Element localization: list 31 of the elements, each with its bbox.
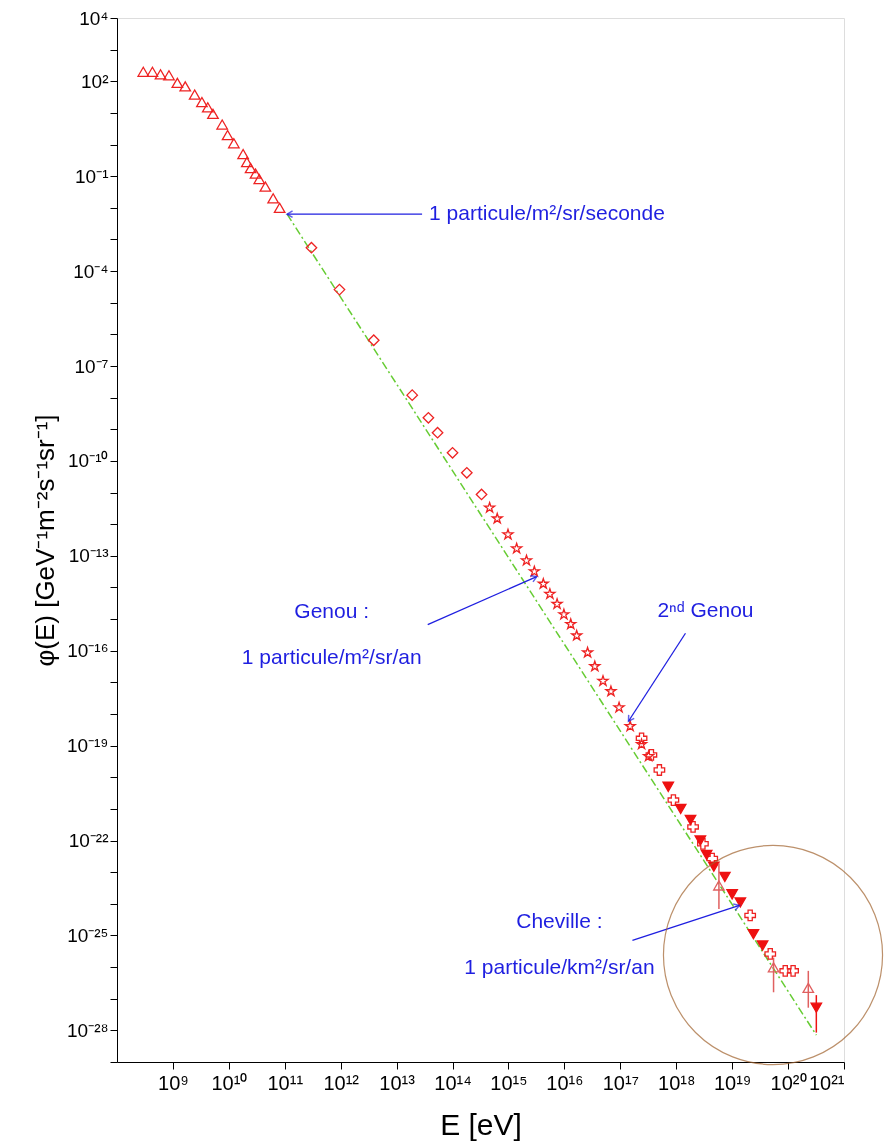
x-tick-label: 10¹² (323, 1071, 360, 1094)
y-tick-label: 10⁻¹³ (68, 545, 109, 567)
x-tick-label: 10¹³ (379, 1071, 416, 1094)
x-tick-label: 10¹⁸ (658, 1071, 696, 1094)
x-tick-label: 10²⁰ (770, 1071, 807, 1094)
x-axis-title: E [eV] (440, 1107, 522, 1141)
y-tick-label: 10⁻¹⁹ (66, 735, 109, 757)
x-tick-label: 10¹⁹ (713, 1071, 752, 1094)
annotation: Cheville : 1 particule/km²/sr/an (464, 909, 655, 979)
annotation: Genou : 1 particule/m²/sr/an (241, 598, 422, 668)
x-tick-label: 10²¹ (808, 1071, 845, 1094)
y-axis-title: φ(E) [GeV⁻¹m⁻²s⁻¹sr⁻¹] (29, 414, 60, 667)
annotation: 2ⁿᵈ Genou (657, 598, 754, 622)
x-tick-label: 10¹⁰ (211, 1071, 248, 1094)
x-tick-label: 10¹¹ (267, 1071, 304, 1094)
y-tick-label: 10⁻¹⁶ (67, 640, 109, 662)
x-tick-label: 10¹⁷ (602, 1071, 639, 1094)
y-tick-label: 10⁴ (79, 7, 109, 29)
x-tick-label: 10¹⁴ (434, 1071, 472, 1094)
y-tick-label: 10² (81, 70, 109, 92)
y-tick-label: 10⁻¹ (75, 165, 109, 187)
y-tick-label: 10⁻²² (68, 830, 109, 852)
y-tick-label: 10⁻²⁸ (67, 1019, 109, 1041)
y-tick-label: 10⁻⁷ (74, 355, 109, 377)
annotation: 1 particule/m²/sr/seconde (429, 201, 665, 225)
y-tick-label: 10⁻⁴ (73, 260, 109, 282)
x-tick-label: 10¹⁶ (546, 1071, 584, 1094)
y-tick-label: 10⁻²⁵ (67, 924, 109, 946)
y-tick-label: 10⁻¹⁰ (68, 450, 109, 472)
x-tick-label: 10⁹ (158, 1071, 189, 1094)
x-tick-label: 10¹⁵ (490, 1071, 528, 1094)
